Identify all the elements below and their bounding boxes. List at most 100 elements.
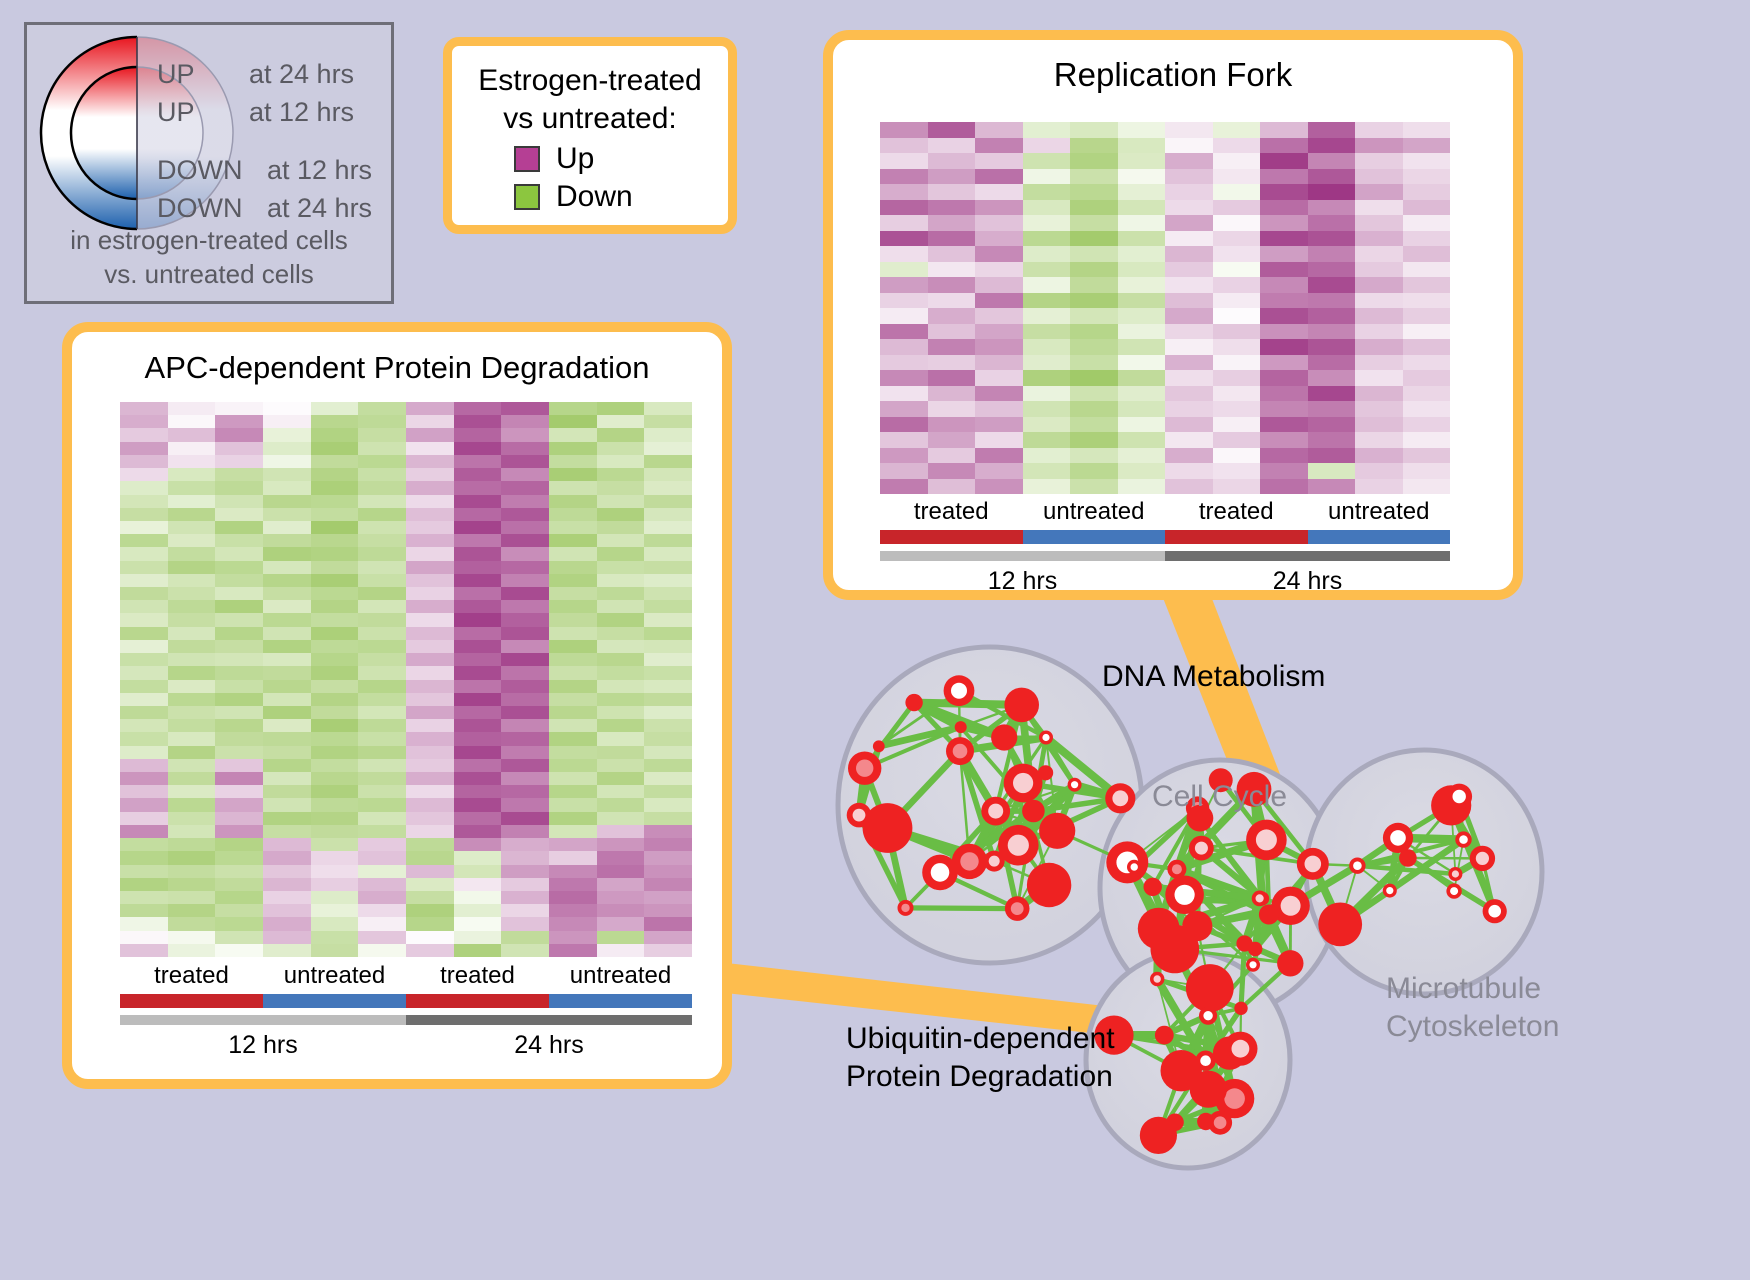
heatmap-cell [549,627,597,640]
heatmap-cell [358,666,406,679]
network-node[interactable] [898,900,914,916]
heatmap-cell [311,455,359,468]
network-node[interactable] [1483,899,1507,923]
network-node[interactable] [1246,958,1260,972]
network-node[interactable] [1150,972,1164,986]
network-node[interactable] [905,694,922,711]
heatmap-cell [1165,200,1213,216]
heatmap-cell [1023,339,1071,355]
network-node[interactable] [1022,800,1045,823]
network-node[interactable] [1106,841,1148,883]
node-core [931,863,950,882]
heatmap-cell [597,693,645,706]
network-node[interactable] [1455,831,1471,847]
network-node[interactable] [1448,867,1462,881]
heatmap-cell [928,432,976,448]
network-node[interactable] [1470,846,1495,871]
network-node[interactable] [946,737,974,765]
heatmap-cell [1070,184,1118,200]
network-node[interactable] [1151,925,1200,974]
network-node[interactable] [1277,950,1303,976]
heatmap-cell [1118,138,1166,154]
pathway-network-graph[interactable]: DNA Metabolism Cell Cycle Microtubule Cy… [790,620,1750,1280]
network-node[interactable] [1236,935,1252,951]
heatmap-cell [215,455,263,468]
heatmap-cell [1070,246,1118,262]
network-node[interactable] [991,724,1017,750]
network-node[interactable] [1252,891,1268,907]
network-node[interactable] [1039,731,1053,745]
heatmap-cell [215,521,263,534]
network-node[interactable] [1199,1007,1217,1025]
cluster-label-microtubule-cytoskeleton: Microtubule Cytoskeleton [1386,972,1559,1043]
heatmap-cell [1070,355,1118,371]
heatmap-cell [975,355,1023,371]
network-node[interactable] [1208,1111,1232,1135]
heatmap-cell [215,680,263,693]
heatmap-cell [311,798,359,811]
network-node[interactable] [955,721,967,733]
heatmap-cell [406,772,454,785]
network-node[interactable] [1195,1051,1215,1071]
heatmap-cell [549,917,597,930]
heatmap-cell [1118,231,1166,247]
network-node[interactable] [1155,1026,1174,1045]
network-node[interactable] [1318,903,1362,947]
network-node[interactable] [1144,878,1162,896]
network-node[interactable] [1038,765,1053,780]
network-node[interactable] [873,740,885,752]
network-node[interactable] [1005,896,1030,921]
heatmap-cell [454,825,502,838]
network-node[interactable] [1039,813,1075,849]
network-node[interactable] [944,675,975,706]
node-core [1452,870,1459,877]
network-node[interactable] [1446,784,1472,810]
panel-apc-dependent-protein-degradation[interactable]: APC-dependent Protein Degradation treate… [62,322,732,1089]
network-node[interactable] [1166,1114,1184,1132]
heatmap-cell [501,561,549,574]
network-node[interactable] [1259,905,1279,925]
network-node[interactable] [1297,848,1329,880]
network-node[interactable] [1234,1002,1247,1015]
network-node[interactable] [981,797,1010,826]
network-node[interactable] [1349,858,1365,874]
heatmap-cell [501,442,549,455]
network-node[interactable] [848,752,881,785]
network-node[interactable] [1383,884,1397,898]
heatmap-apc-degradation[interactable] [120,402,692,957]
network-node[interactable] [1383,823,1413,853]
heatmap-cell [928,448,976,464]
network-node[interactable] [1027,863,1071,907]
network-node[interactable] [863,803,913,853]
heatmap-cell [549,732,597,745]
network-node[interactable] [1246,820,1287,861]
network-node[interactable] [1190,1071,1227,1108]
heatmap-cell [1118,370,1166,386]
panel-replication-fork[interactable]: Replication Fork treated untreated treat… [823,30,1523,600]
heatmap-cell [215,468,263,481]
network-node[interactable] [922,855,958,891]
heatmap-cell [168,415,216,428]
network-node[interactable] [1446,883,1461,898]
network-node[interactable] [1223,1032,1257,1066]
network-node[interactable] [1189,836,1214,861]
heatmap-cell [311,865,359,878]
network-node[interactable] [1165,876,1204,915]
heatmap-cell [597,468,645,481]
network-node[interactable] [1068,778,1082,792]
node-core [1004,688,1039,723]
network-node[interactable] [1004,764,1043,803]
heatmap-replication-fork[interactable] [880,122,1450,494]
heatmap-cell [263,732,311,745]
heatmap-cell [1213,479,1261,495]
network-node[interactable] [984,851,1005,872]
heatmap-cell [549,600,597,613]
network-node[interactable] [1186,964,1234,1012]
heatmap-cell [454,561,502,574]
node-core [1214,1116,1227,1129]
network-node[interactable] [1127,860,1141,874]
heatmap-cell [597,640,645,653]
network-node[interactable] [1004,688,1039,723]
network-node[interactable] [1105,783,1135,813]
heatmap-cell [311,759,359,772]
